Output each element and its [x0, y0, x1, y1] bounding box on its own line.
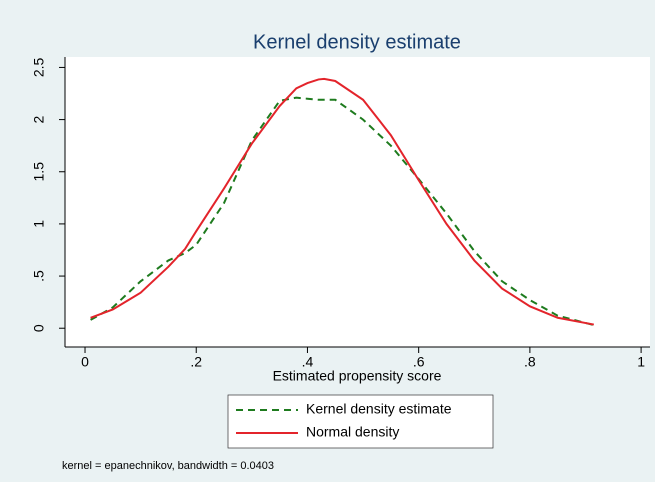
legend-label: Kernel density estimate	[306, 401, 452, 417]
y-tick-label: 1.5	[31, 162, 47, 182]
series-line	[90, 77, 595, 326]
note: kernel = epanechnikov, bandwidth = 0.040…	[62, 460, 274, 472]
x-tick-label: .6	[413, 354, 425, 370]
x-tick-label: .2	[190, 354, 202, 370]
x-tick-label: 0	[81, 354, 89, 370]
y-tick-label: .5	[31, 270, 47, 282]
legend	[227, 394, 494, 449]
y-tick-label: 0	[31, 324, 47, 332]
y-tick-label: 2.5	[31, 57, 47, 77]
legend-label: Normal density	[306, 424, 399, 440]
y-tick-label: 1	[31, 220, 47, 228]
x-tick-label: 1	[637, 354, 645, 370]
y-tick-label: 2	[31, 115, 47, 123]
x-tick-label: .8	[524, 354, 536, 370]
chart-title: Kernel density estimate	[253, 31, 461, 53]
x-tick-label: .4	[302, 354, 314, 370]
x-axis-label: Estimated propensity score	[273, 368, 442, 384]
plot-area	[65, 57, 650, 347]
